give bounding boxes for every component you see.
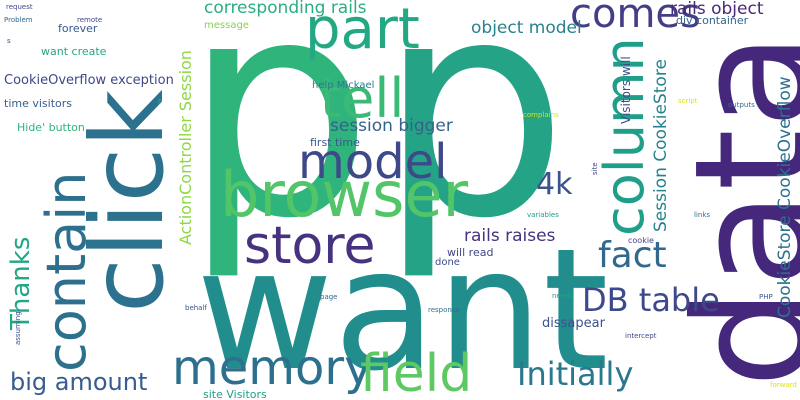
word-links: links: [694, 211, 711, 219]
word-remote: remote: [77, 16, 103, 24]
word-cookiestore-cookieoverflow: CookieStore CookieOverflow: [775, 76, 795, 318]
word-want-create: want create: [41, 45, 107, 58]
word-hide-button: Hide' button: [17, 121, 85, 134]
word-outputs: outputs: [728, 101, 755, 109]
word-intercept: intercept: [625, 332, 657, 340]
word-first-time: first time: [310, 136, 360, 149]
word-s: s: [7, 37, 11, 45]
word-page: page: [320, 293, 338, 301]
word-browser: browser: [220, 158, 469, 231]
word-behalf: behalf: [185, 304, 207, 312]
word-want: want: [196, 212, 609, 400]
word-tell: tell: [320, 67, 405, 130]
word-visitors-will: Visitors will: [619, 56, 633, 124]
word-memory: memory: [172, 340, 373, 396]
word-div-container: div container: [676, 14, 749, 27]
word-problem: Problem: [4, 16, 33, 24]
word-cookieoverflow-exception: CookieOverflow exception: [4, 73, 174, 88]
word-actioncontroller-session: ActionController Session: [176, 50, 195, 245]
word-site-visitors: site Visitors: [203, 388, 267, 400]
word-php: PHP: [759, 293, 773, 301]
word-will-read: will read: [447, 246, 494, 259]
word-cookie: cookie: [628, 236, 654, 245]
word-help-mickael: help Mickael: [312, 80, 375, 91]
word-script: script: [678, 97, 698, 105]
word-complains: complains: [523, 111, 559, 119]
word-field: field: [360, 344, 473, 400]
word-dissapear: dissapear: [542, 316, 605, 331]
word-initially: Initially: [517, 355, 634, 393]
word-done: done: [435, 257, 460, 268]
word-session-cookiestore: Session CookieStore: [651, 59, 671, 232]
word-db-table: DB table: [582, 281, 720, 319]
word-site: site: [591, 162, 599, 175]
word-4k: 4k: [536, 167, 573, 202]
word-response: response: [428, 306, 460, 314]
word-request: request: [6, 3, 33, 11]
word-needs: needs: [552, 292, 574, 300]
word-P: P: [158, 98, 163, 106]
word-forever: forever: [58, 22, 98, 35]
word-p-2: p: [378, 0, 569, 284]
word-object-model: object model: [471, 18, 582, 38]
word-store: store: [244, 216, 376, 276]
word-big-amount: big amount: [10, 368, 148, 396]
word-variables: variables: [527, 211, 559, 219]
word-assuming: assuming: [14, 311, 22, 345]
word-p-1: p: [183, 0, 374, 284]
word-time-visitors: time visitors: [4, 97, 72, 110]
word-session-bigger: session bigger: [330, 116, 453, 136]
word-part: part: [305, 0, 420, 62]
word-corresponding-rails: corresponding rails: [204, 0, 367, 18]
word-fact: fact: [598, 235, 667, 276]
word-rails-raises: rails raises: [464, 226, 556, 246]
word-rails-object: rails object: [670, 0, 764, 19]
word-model: model: [298, 134, 448, 190]
word-contain: contain: [35, 171, 98, 372]
word-message: message: [204, 20, 249, 31]
word-comes: comes: [570, 0, 701, 37]
word-forward: forward: [770, 381, 797, 389]
